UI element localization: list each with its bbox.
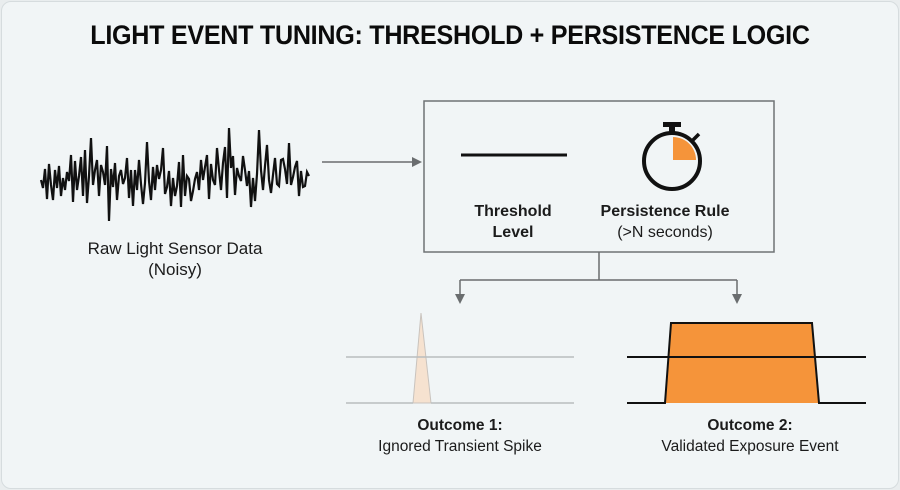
threshold-label-line2: Level xyxy=(492,224,534,241)
page-title: LIGHT EVENT TUNING: THRESHOLD + PERSISTE… xyxy=(90,20,810,50)
outcome-1-title: Outcome 1: xyxy=(417,417,503,434)
raw-data-label-line2: (Noisy) xyxy=(148,260,202,279)
raw-data-label: Raw Light Sensor Data (Noisy) xyxy=(40,238,310,280)
threshold-label-line1: Threshold xyxy=(474,203,552,220)
outcome-1-plot xyxy=(346,312,574,404)
persistence-label: Persistence Rule (>N seconds) xyxy=(590,201,740,243)
persistence-label-title: Persistence Rule xyxy=(600,203,730,220)
outcome-2-plot xyxy=(627,322,866,404)
raw-data-label-line1: Raw Light Sensor Data xyxy=(87,239,263,258)
threshold-label: Threshold Level xyxy=(443,201,583,243)
outcome-2-label: Outcome 2: Validated Exposure Event xyxy=(620,415,880,457)
outcome-1-label: Outcome 1: Ignored Transient Spike xyxy=(340,415,580,457)
arrow-to-logic-box xyxy=(322,157,422,167)
branch-arrows xyxy=(455,252,742,304)
stopwatch-icon xyxy=(642,122,702,191)
outcome-2-title: Outcome 2: xyxy=(707,417,793,434)
persistence-label-sub: (>N seconds) xyxy=(617,224,713,241)
outcome-1-description: Ignored Transient Spike xyxy=(378,438,542,455)
outcome-2-description: Validated Exposure Event xyxy=(661,438,839,455)
noisy-waveform-icon xyxy=(39,127,310,222)
